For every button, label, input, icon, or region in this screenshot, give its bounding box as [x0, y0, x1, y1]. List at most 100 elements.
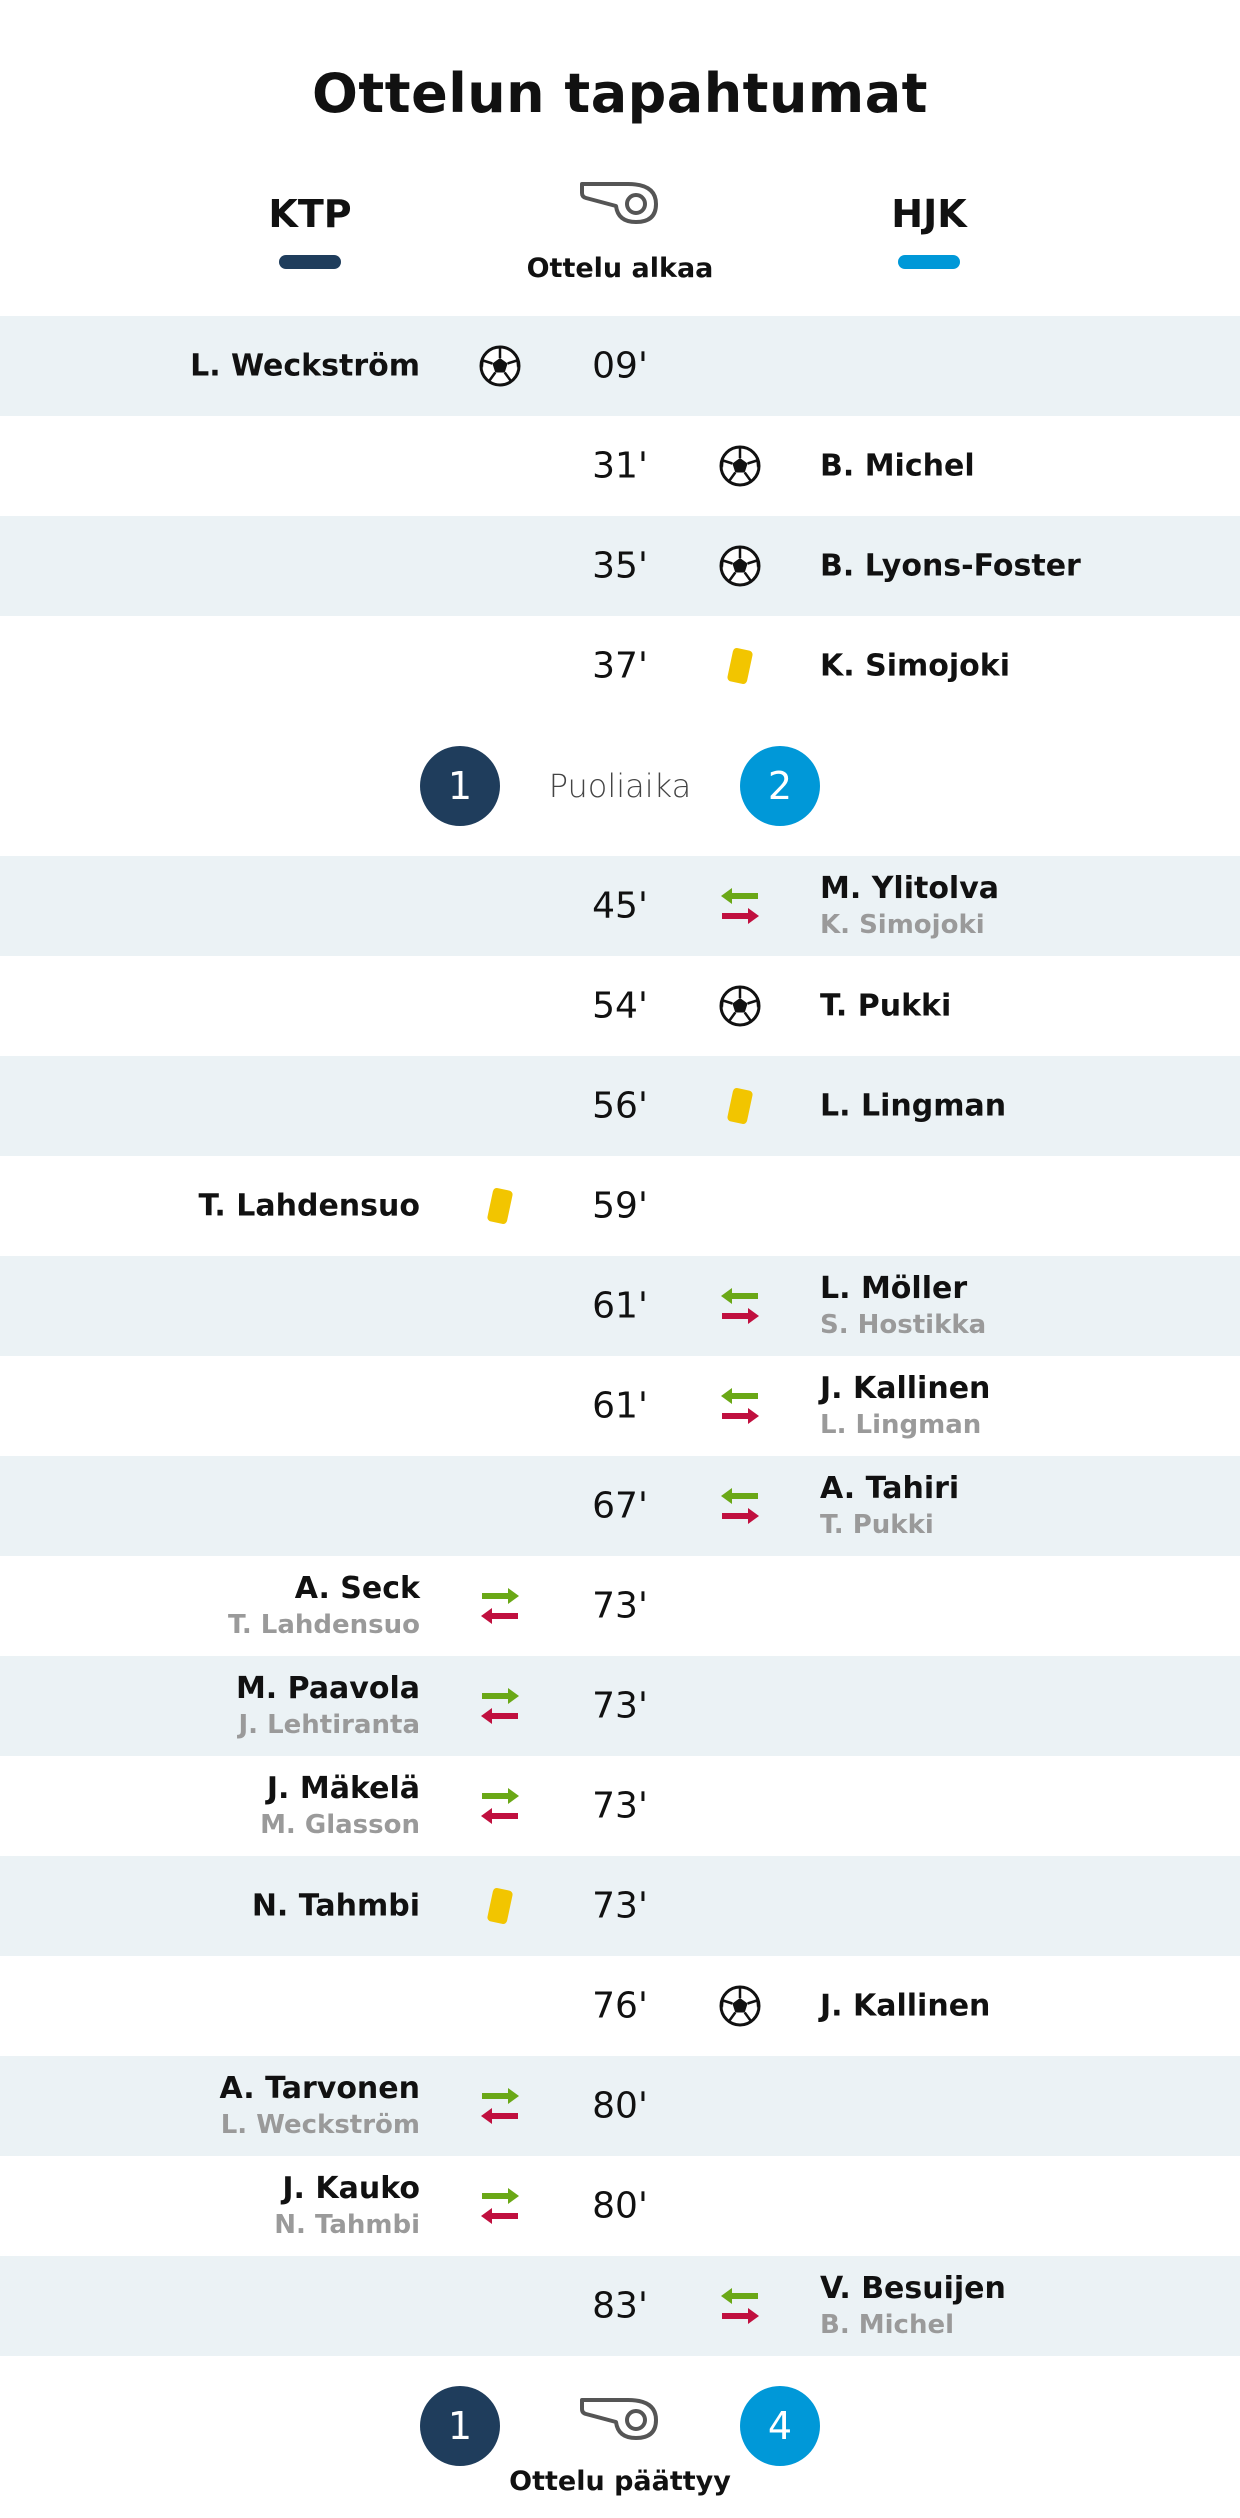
player-in-name: A. Seck	[294, 1571, 420, 1606]
event-minute: 31'	[592, 445, 648, 487]
event-row: 61' L. Möller S. Hostikka	[0, 1256, 1240, 1356]
fulltime-home-score: 1	[420, 2386, 500, 2466]
whistle-icon	[578, 176, 662, 230]
player-in-name: L. Möller	[820, 1271, 968, 1306]
halftime-label: Puoliaika	[548, 767, 692, 805]
event-row: 61' J. Kallinen L. Lingman	[0, 1356, 1240, 1456]
player-out-name: J. Lehtiranta	[238, 1710, 420, 1740]
player-out-name: K. Simojoki	[820, 910, 985, 940]
event-row: 73' A. Seck T. Lahdensuo	[0, 1556, 1240, 1656]
player-name: L. Lingman	[820, 1088, 1007, 1124]
substitution-players: J. Kauko N. Tahmbi	[274, 2170, 420, 2242]
player-out-name: M. Glasson	[260, 1810, 420, 1840]
soccer-ball-icon	[710, 436, 770, 496]
event-row: 76' J. Kallinen	[0, 1956, 1240, 2056]
substitution-players: A. Tarvonen L. Weckström	[220, 2070, 420, 2142]
event-minute: 45'	[592, 885, 648, 927]
page-title: Ottelun tapahtumat	[312, 62, 928, 125]
event-row: 09' L. Weckström	[0, 316, 1240, 416]
player-name: J. Kallinen	[820, 1988, 991, 2024]
substitution-players: V. Besuijen B. Michel	[820, 2270, 1006, 2342]
yellow-card-icon	[470, 1176, 530, 1236]
event-row: 31' B. Michel	[0, 416, 1240, 516]
event-row: 56' L. Lingman	[0, 1056, 1240, 1156]
player-in-name: J. Kauko	[282, 2171, 420, 2206]
event-minute: 09'	[592, 345, 648, 387]
event-minute: 61'	[592, 1285, 648, 1327]
away-team-color-bar	[898, 255, 960, 269]
yellow-card-icon	[710, 636, 770, 696]
substitution-arrows-icon	[710, 2276, 770, 2336]
event-minute: 83'	[592, 2285, 648, 2327]
event-minute: 56'	[592, 1085, 648, 1127]
substitution-arrows-icon	[470, 1776, 530, 1836]
player-in-name: A. Tahiri	[820, 1471, 960, 1506]
event-minute: 54'	[592, 985, 648, 1027]
event-minute: 73'	[592, 1685, 648, 1727]
halftime-home-score: 1	[420, 746, 500, 826]
event-minute: 76'	[592, 1985, 648, 2027]
player-out-name: L. Weckström	[220, 2110, 420, 2140]
substitution-arrows-icon	[470, 1576, 530, 1636]
substitution-arrows-icon	[710, 1276, 770, 1336]
substitution-arrows-icon	[710, 1476, 770, 1536]
substitution-players: L. Möller S. Hostikka	[820, 1270, 986, 1342]
substitution-players: J. Mäkelä M. Glasson	[260, 1770, 420, 1842]
home-team-color-bar	[279, 255, 341, 269]
event-row: 45' M. Ylitolva K. Simojoki	[0, 856, 1240, 956]
player-name: T. Pukki	[820, 988, 952, 1024]
player-in-name: J. Mäkelä	[266, 1771, 420, 1806]
fulltime-away-score: 4	[740, 2386, 820, 2466]
event-row: 37' K. Simojoki	[0, 616, 1240, 716]
event-minute: 59'	[592, 1185, 648, 1227]
substitution-arrows-icon	[470, 1676, 530, 1736]
substitution-players: A. Seck T. Lahdensuo	[228, 1570, 420, 1642]
event-row: 80' A. Tarvonen L. Weckström	[0, 2056, 1240, 2156]
player-out-name: S. Hostikka	[820, 1310, 987, 1340]
substitution-arrows-icon	[710, 1376, 770, 1436]
event-minute: 61'	[592, 1385, 648, 1427]
player-name: N. Tahmbi	[251, 1888, 420, 1924]
event-row: 80' J. Kauko N. Tahmbi	[0, 2156, 1240, 2256]
player-in-name: V. Besuijen	[820, 2271, 1006, 2306]
event-row: 83' V. Besuijen B. Michel	[0, 2256, 1240, 2356]
player-name: B. Lyons-Foster	[820, 548, 1081, 584]
whistle-icon	[578, 2392, 662, 2446]
player-out-name: B. Michel	[820, 2310, 954, 2340]
soccer-ball-icon	[710, 976, 770, 1036]
player-out-name: N. Tahmbi	[274, 2210, 420, 2240]
soccer-ball-icon	[470, 336, 530, 396]
event-minute: 80'	[592, 2085, 648, 2127]
player-in-name: A. Tarvonen	[219, 2071, 420, 2106]
yellow-card-icon	[470, 1876, 530, 1936]
player-name: K. Simojoki	[820, 648, 1010, 684]
substitution-players: A. Tahiri T. Pukki	[820, 1470, 959, 1542]
substitution-players: M. Paavola J. Lehtiranta	[236, 1670, 420, 1742]
player-name: B. Michel	[820, 448, 975, 484]
match-end-label: Ottelu päättyy	[509, 2466, 731, 2497]
event-row: 67' A. Tahiri T. Pukki	[0, 1456, 1240, 1556]
event-minute: 67'	[592, 1485, 648, 1527]
event-minute: 35'	[592, 545, 648, 587]
event-row: 35' B. Lyons-Foster	[0, 516, 1240, 616]
home-team-name: KTP	[268, 192, 352, 236]
event-row: 54' T. Pukki	[0, 956, 1240, 1056]
player-in-name: J. Kallinen	[820, 1371, 991, 1406]
event-row: 73' N. Tahmbi	[0, 1856, 1240, 1956]
substitution-players: M. Ylitolva K. Simojoki	[820, 870, 999, 942]
event-minute: 73'	[592, 1585, 648, 1627]
substitution-players: J. Kallinen L. Lingman	[820, 1370, 990, 1442]
yellow-card-icon	[710, 1076, 770, 1136]
substitution-arrows-icon	[470, 2076, 530, 2136]
player-out-name: T. Lahdensuo	[228, 1610, 420, 1640]
event-minute: 73'	[592, 1885, 648, 1927]
player-name: L. Weckström	[190, 348, 420, 384]
event-row: 73' J. Mäkelä M. Glasson	[0, 1756, 1240, 1856]
halftime-away-score: 2	[740, 746, 820, 826]
substitution-arrows-icon	[470, 2176, 530, 2236]
player-out-name: L. Lingman	[820, 1410, 982, 1440]
player-out-name: T. Pukki	[820, 1510, 934, 1540]
away-team-name: HJK	[891, 192, 967, 236]
player-in-name: M. Ylitolva	[820, 871, 1000, 906]
soccer-ball-icon	[710, 1976, 770, 2036]
